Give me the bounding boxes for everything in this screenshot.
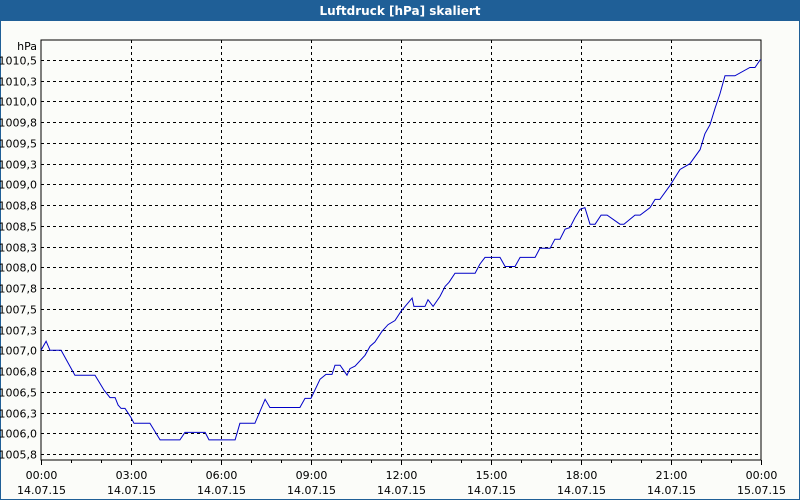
x-tick-date: 14.07.15 (197, 484, 246, 497)
x-tick-date: 14.07.15 (287, 484, 336, 497)
y-tick-label: 1010,3 (0, 76, 37, 89)
chart-grid (41, 40, 761, 460)
y-tick-label: 1007,3 (0, 325, 37, 338)
y-tick-label: 1009,5 (0, 138, 37, 151)
x-tick-date: 15.07.15 (737, 484, 786, 497)
window-title: Luftdruck [hPa] skaliert (1, 1, 799, 21)
x-tick-time: 12:00 (386, 469, 418, 482)
y-tick-label: 1008,5 (0, 221, 37, 234)
y-tick-label: 1006,8 (0, 366, 37, 379)
y-tick-label: 1008,8 (0, 200, 37, 213)
x-axis: 00:00 14.07.15 03:00 14.07.15 06:00 14.07.15 0… (17, 460, 786, 497)
y-tick-label: 1009,3 (0, 159, 37, 172)
y-tick-label: 1009,8 (0, 117, 37, 130)
y-tick-label: 1008,3 (0, 242, 37, 255)
y-tick-label: 1006,5 (0, 387, 37, 400)
y-axis-unit: hPa (17, 40, 37, 53)
x-tick-date: 14.07.15 (467, 484, 516, 497)
y-axis: 1010,5 1010,3 1010,0 1009,8 1009,5 1009,3 1009… (0, 55, 37, 462)
pressure-line (40, 59, 761, 441)
x-tick-time: 00:00 (746, 469, 778, 482)
y-tick-label: 1006,0 (0, 428, 37, 441)
y-tick-label: 1007,0 (0, 345, 37, 358)
y-tick-label: 1009,0 (0, 179, 37, 192)
x-tick-time: 03:00 (116, 469, 148, 482)
x-tick-date: 14.07.15 (557, 484, 606, 497)
y-tick-label: 1007,8 (0, 283, 37, 296)
y-tick-label: 1006,3 (0, 408, 37, 421)
x-tick-date: 14.07.15 (647, 484, 696, 497)
y-tick-label: 1005,8 (0, 449, 37, 462)
x-tick-time: 09:00 (296, 469, 328, 482)
x-tick-date: 14.07.15 (377, 484, 426, 497)
y-tick-label: 1010,0 (0, 96, 37, 109)
y-tick-label: 1010,5 (0, 55, 37, 68)
x-tick-time: 06:00 (206, 469, 238, 482)
x-tick-time: 18:00 (566, 469, 598, 482)
x-tick-date: 14.07.15 (17, 484, 66, 497)
y-tick-label: 1008,0 (0, 262, 37, 275)
x-tick-time: 00:00 (26, 469, 58, 482)
y-tick-label: 1007,5 (0, 304, 37, 317)
x-tick-time: 15:00 (476, 469, 508, 482)
x-tick-time: 21:00 (656, 469, 688, 482)
x-tick-date: 14.07.15 (107, 484, 156, 497)
